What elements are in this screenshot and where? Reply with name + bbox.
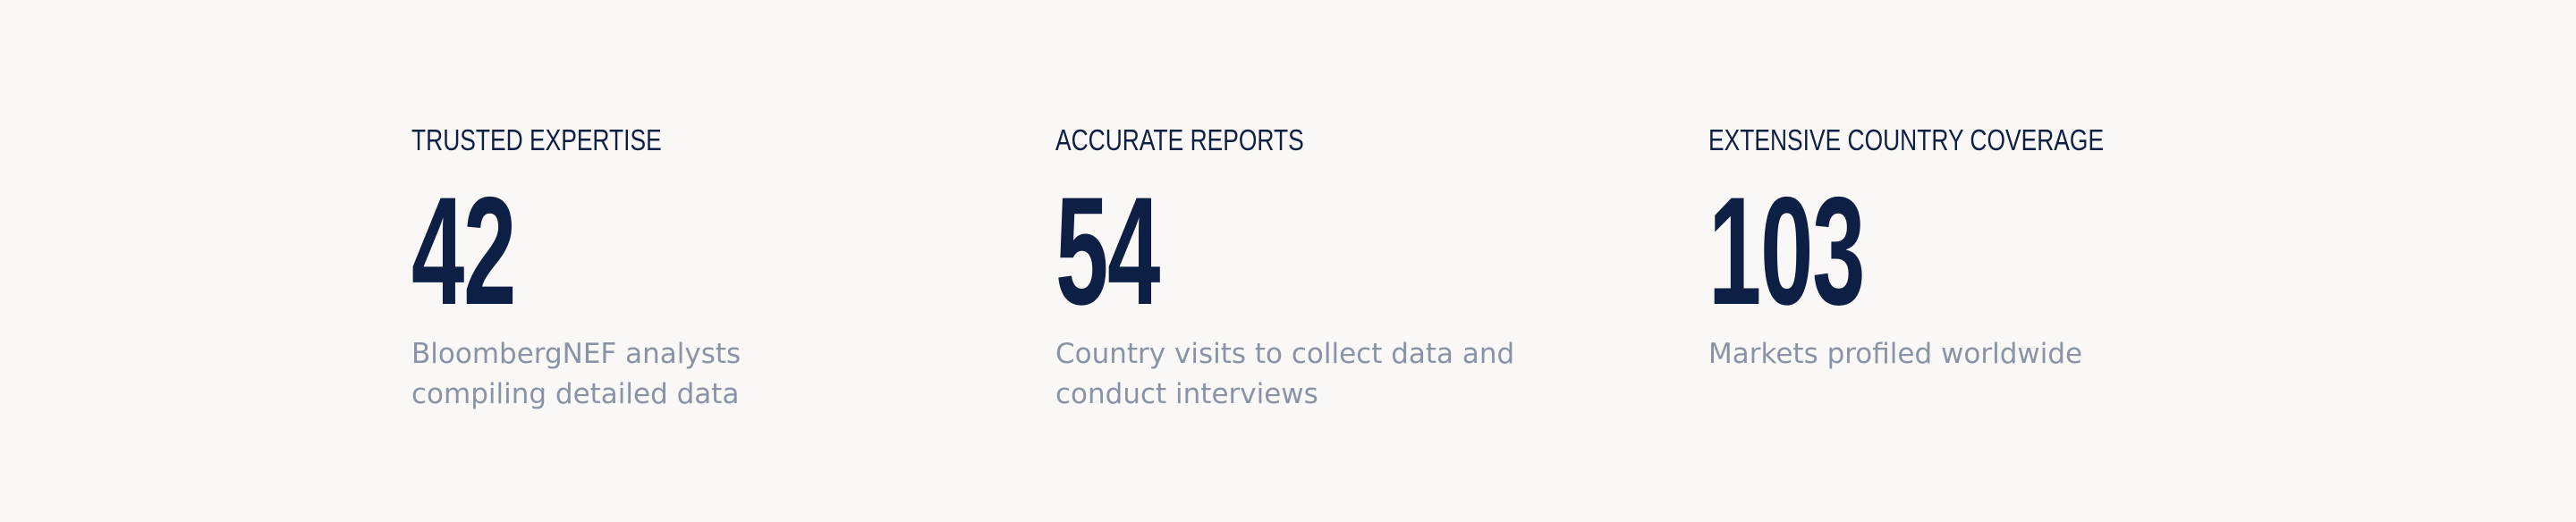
stat-description: Markets profiled worldwide xyxy=(1708,338,2083,370)
stat-number: 42 xyxy=(411,165,516,337)
stat-accurate-reports: ACCURATE REPORTS 54 Country visits to co… xyxy=(1055,116,1521,415)
stat-label: TRUSTED EXPERTISE xyxy=(411,123,662,156)
stat-description: Country visits to collect data and condu… xyxy=(1055,338,1515,410)
stat-number: 103 xyxy=(1708,165,1865,337)
stat-label: ACCURATE REPORTS xyxy=(1055,123,1304,156)
stat-number: 54 xyxy=(1055,165,1160,337)
stat-trusted-expertise: TRUSTED EXPERTISE 42 BloombergNEF analys… xyxy=(411,116,877,415)
stat-label: EXTENSIVE COUNTRY COVERAGE xyxy=(1708,123,2105,156)
stat-description: BloombergNEF analysts compiling detailed… xyxy=(411,338,741,410)
stat-extensive-country-coverage: EXTENSIVE COUNTRY COVERAGE 103 Markets p… xyxy=(1708,116,2203,375)
